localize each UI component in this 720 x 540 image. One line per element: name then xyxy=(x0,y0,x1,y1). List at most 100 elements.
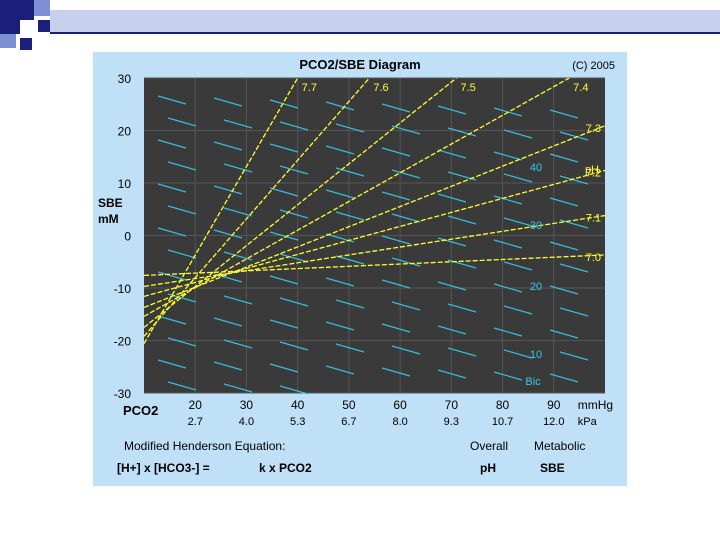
bicarbonate-isopleth-dash xyxy=(447,215,477,225)
x-tick-mmhg: 40 xyxy=(291,398,305,412)
bicarbonate-isopleth-dash xyxy=(269,143,299,153)
y-tick-label: -10 xyxy=(114,282,132,296)
bicarbonate-isopleth-dash xyxy=(223,119,253,129)
bicarbonate-isopleth-dash xyxy=(493,371,523,381)
ph-label-7-3: 7.3 xyxy=(586,123,601,135)
bicarbonate-isopleth-dash xyxy=(381,235,411,245)
bicarbonate-isopleth-dash xyxy=(157,315,187,325)
bicarbonate-isopleth-dash xyxy=(325,145,355,155)
bicarbonate-isopleth-dash xyxy=(167,205,197,215)
y-tick-label: 20 xyxy=(118,125,132,139)
diagram-panel: PCO2/SBE Diagram (C) 2005 7.7 7.6 7.5 7.4 7.3 7… xyxy=(93,52,627,486)
x-tick-mmhg: 60 xyxy=(393,398,407,412)
bicarbonate-isopleth-dash xyxy=(437,193,467,203)
x-tick-mmhg: 20 xyxy=(189,398,203,412)
bicarbonate-isopleth-dash xyxy=(335,255,365,265)
ph-label-7-0: 7.0 xyxy=(586,252,601,264)
x-unit-kpa: kPa xyxy=(578,416,598,428)
bicarbonate-isopleth-dash xyxy=(437,237,467,247)
bicarbonate-isopleth-dash xyxy=(559,263,589,273)
bicarbonate-isopleth-dash xyxy=(269,275,299,285)
bicarbonate-isopleth-dash xyxy=(167,249,197,259)
y-axis-unit: mM xyxy=(98,212,119,226)
bicarbonate-isopleth-dash xyxy=(549,197,579,207)
bicarbonate-isopleth-dash xyxy=(493,151,523,161)
bicarbonate-isopleth-dash xyxy=(335,211,365,221)
bicarbonate-isopleth-dash xyxy=(391,125,421,135)
bicarbonate-isopleth-dash xyxy=(549,373,579,383)
bicarbonate-isopleth-dash xyxy=(279,165,309,175)
ph-label-7-1: 7.1 xyxy=(586,213,601,225)
bicarbonate-isopleth-dash xyxy=(269,319,299,329)
bicarbonate-isopleth-dash xyxy=(493,239,523,249)
bicarbonate-isopleth-dash xyxy=(325,101,355,111)
y-tick-label: 10 xyxy=(118,177,132,191)
bicarbonate-isopleth-dash xyxy=(269,363,299,373)
y-tick-label: 0 xyxy=(124,230,131,244)
equation-lhs: [H+] x [HCO3-] = xyxy=(117,461,210,475)
x-tick-kpa: 6.7 xyxy=(341,416,356,428)
bicarbonate-isopleth-dash xyxy=(503,305,533,315)
bicarbonate-isopleth-dash xyxy=(381,279,411,289)
ph-label-7-6: 7.6 xyxy=(373,82,388,94)
bicarbonate-isopleth-dash xyxy=(437,369,467,379)
bicarbonate-isopleth-dash xyxy=(391,301,421,311)
ph-isopleth-7-5 xyxy=(144,78,457,328)
bicarbonate-isopleth-dash xyxy=(157,359,187,369)
bicarbonate-isopleth-dash xyxy=(381,103,411,113)
x-tick-mmhg: 50 xyxy=(342,398,356,412)
ph-label-7-5: 7.5 xyxy=(460,82,475,94)
bicarbonate-isopleth-dash xyxy=(223,295,253,305)
bicarbonate-isopleth-dash xyxy=(335,343,365,353)
x-tick-mmhg: 80 xyxy=(496,398,510,412)
bicarbonate-isopleth-dash xyxy=(279,121,309,131)
y-tick-label: -30 xyxy=(114,387,132,401)
x-unit-mmhg: mmHg xyxy=(578,398,613,412)
bicarbonate-isopleth-dash xyxy=(437,105,467,115)
overall-value: pH xyxy=(480,461,496,475)
y-axis-label: SBE xyxy=(98,196,123,210)
bicarbonate-isopleth-dash xyxy=(381,191,411,201)
bicarbonate-isopleth-dash xyxy=(279,209,309,219)
ph-isopleth-7-1 xyxy=(144,214,605,288)
bicarbonate-isopleth-dash xyxy=(213,185,243,195)
bicarbonate-isopleth-dash xyxy=(167,161,197,171)
bicarbonate-isopleth-dash xyxy=(559,175,589,185)
bicarbonate-isopleth-dash xyxy=(503,129,533,139)
chart-copyright: (C) 2005 xyxy=(572,60,615,72)
bicarbonate-isopleth-dash xyxy=(549,153,579,163)
bicarbonate-isopleth-dash xyxy=(447,303,477,313)
bicarbonate-isopleth-dash xyxy=(381,367,411,377)
bic-value-30: 30 xyxy=(530,220,542,232)
equation-rhs: k x PCO2 xyxy=(259,461,312,475)
bicarbonate-isopleth-dash xyxy=(213,317,243,327)
bicarbonate-isopleth-dash xyxy=(549,241,579,251)
bicarbonate-isopleth-dash xyxy=(213,141,243,151)
bicarbonate-isopleth-dash xyxy=(437,149,467,159)
equation-title: Modified Henderson Equation: xyxy=(124,439,285,453)
ph-label-7-4: 7.4 xyxy=(573,82,588,94)
bicarbonate-isopleth-dash xyxy=(559,351,589,361)
bicarbonate-isopleth-dash xyxy=(279,253,309,263)
ph-isopleth-7-3 xyxy=(144,125,605,309)
x-tick-kpa: 2.7 xyxy=(188,416,203,428)
bicarbonate-isopleth-dash xyxy=(223,251,253,261)
bicarbonate-isopleth-dash xyxy=(503,349,533,359)
ph-isopleth-7-2 xyxy=(144,169,605,298)
ph-isopleth-7-6 xyxy=(144,78,370,337)
bicarbonate-isopleth-dash xyxy=(335,167,365,177)
overall-label: Overall xyxy=(470,439,508,453)
bicarbonate-isopleth-dash xyxy=(213,97,243,107)
ph-isopleth-7-7 xyxy=(144,78,299,344)
bicarbonate-isopleth-dash xyxy=(549,329,579,339)
x-tick-kpa: 10.7 xyxy=(492,416,513,428)
bicarbonate-isopleth-dash xyxy=(279,341,309,351)
bicarbonate-isopleth-dash xyxy=(269,231,299,241)
bicarbonate-isopleth-dash xyxy=(269,99,299,109)
x-tick-mmhg: 70 xyxy=(445,398,459,412)
bicarbonate-isopleth-dash xyxy=(447,127,477,137)
bicarbonate-isopleth-dash xyxy=(223,163,253,173)
bicarbonate-isopleth-dash xyxy=(223,383,253,393)
bicarbonate-isopleth-dash xyxy=(559,307,589,317)
